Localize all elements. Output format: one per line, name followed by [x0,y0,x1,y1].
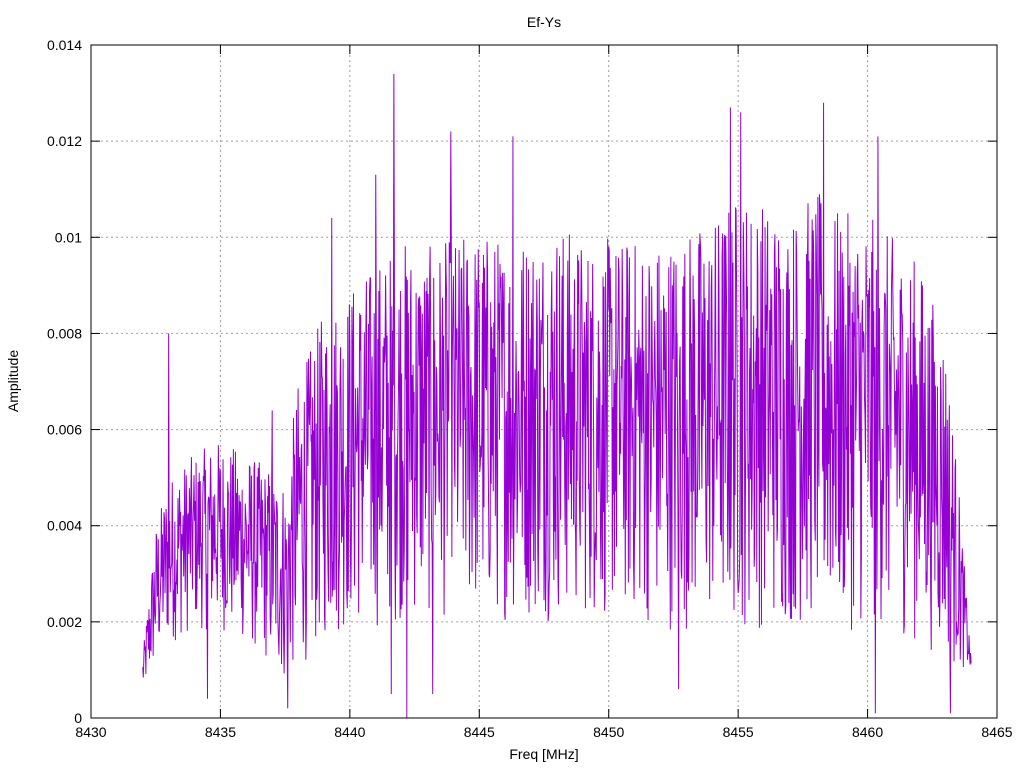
x-axis-label: Freq [MHz] [509,746,578,762]
y-tick-label: 0.01 [55,229,82,245]
chart-title: Ef-Ys [527,14,561,30]
axis-ticks [90,44,998,719]
y-tick-label: 0.008 [47,325,82,341]
y-tick-label: 0.006 [47,422,82,438]
plot-area-border [90,44,998,719]
x-tick-label: 8430 [75,724,106,740]
y-tick-label: 0.002 [47,614,82,630]
y-tick-label: 0 [74,710,82,726]
y-tick-label: 0.014 [47,37,82,53]
y-tick-label: 0.012 [47,133,82,149]
x-tick-label: 8435 [205,724,236,740]
y-tick-label: 0.004 [47,518,82,534]
x-tick-label: 8455 [723,724,754,740]
series-group [142,73,972,719]
y-axis-label: Amplitude [5,350,21,412]
x-tick-label: 8450 [593,724,624,740]
x-tick-label: 8445 [464,724,495,740]
tick-labels: 8430 8435 8440 8445 8450 8455 8460 8465 0 0.002 0.… [47,37,1013,740]
x-tick-label: 8465 [981,724,1012,740]
x-tick-label: 8460 [852,724,883,740]
series-line [142,73,972,719]
x-tick-label: 8440 [334,724,365,740]
